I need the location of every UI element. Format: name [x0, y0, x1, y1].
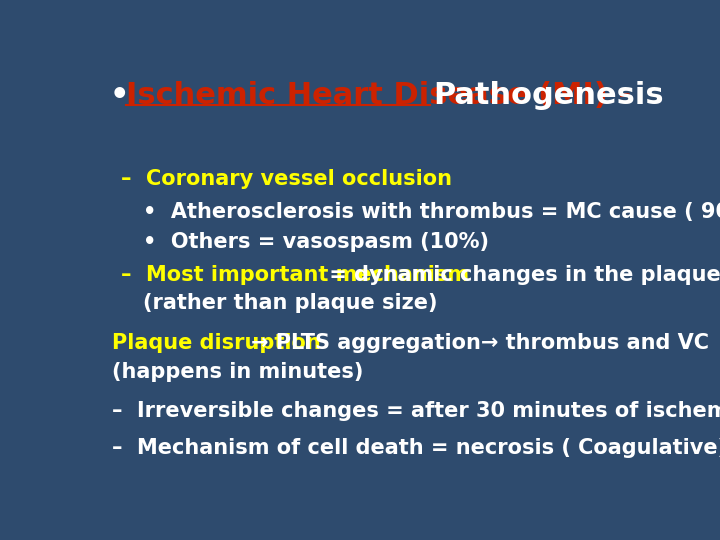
Text: Pathogenesis: Pathogenesis	[433, 82, 664, 111]
Text: –  Mechanism of cell death = necrosis ( Coagulative): – Mechanism of cell death = necrosis ( C…	[112, 438, 720, 458]
Text: •  Atherosclerosis with thrombus = MC cause ( 90% cases): • Atherosclerosis with thrombus = MC cau…	[143, 202, 720, 222]
Text: Plaque disruption: Plaque disruption	[112, 333, 321, 353]
Text: (rather than plaque size): (rather than plaque size)	[143, 293, 438, 313]
Text: Ischemic Heart Disease (MI) -: Ischemic Heart Disease (MI) -	[126, 82, 631, 111]
Text: –  Irreversible changes = after 30 minutes of ischemia: – Irreversible changes = after 30 minute…	[112, 401, 720, 421]
Text: •: •	[109, 82, 129, 111]
Text: = dynamic changes in the plaque: = dynamic changes in the plaque	[322, 265, 720, 285]
Text: (happens in minutes): (happens in minutes)	[112, 362, 364, 382]
Text: → PLTS aggregation→ thrombus and VC: → PLTS aggregation→ thrombus and VC	[251, 333, 708, 353]
Text: –  Coronary vessel occlusion: – Coronary vessel occlusion	[121, 169, 451, 189]
Text: –  Most important mechanism: – Most important mechanism	[121, 265, 469, 285]
Text: •  Others = vasospasm (10%): • Others = vasospasm (10%)	[143, 232, 489, 252]
